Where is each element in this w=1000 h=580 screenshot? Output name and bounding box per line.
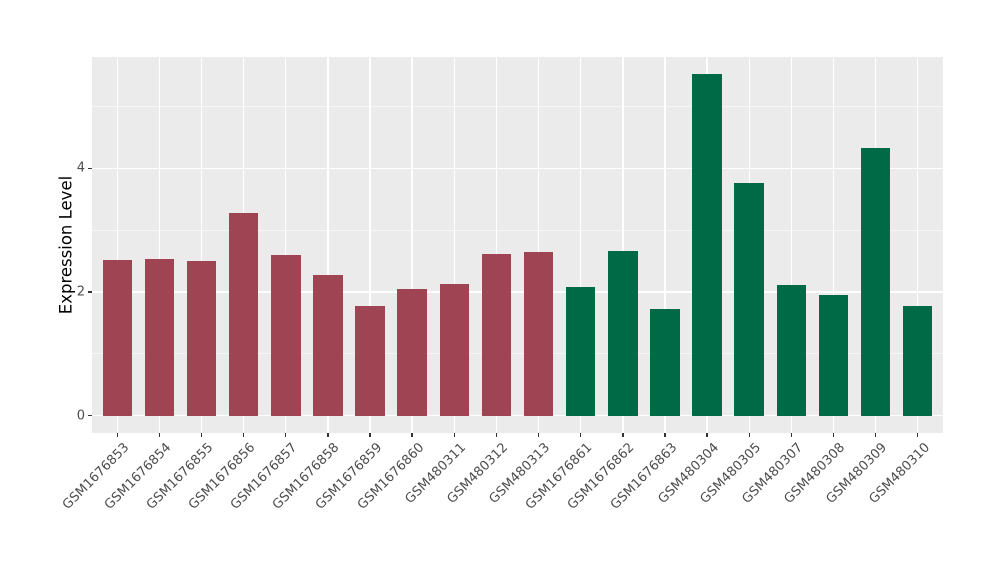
x-tick-mark	[242, 433, 245, 437]
y-tick-label: 4	[76, 160, 85, 176]
x-tick-mark	[622, 433, 624, 437]
gridline-minor	[92, 353, 943, 355]
bar-GSM480311	[439, 283, 470, 416]
x-tick-mark	[706, 433, 708, 437]
x-tick-mark	[917, 433, 919, 437]
bar-GSM480305	[734, 183, 764, 416]
bar-GSM1676862	[608, 251, 638, 416]
gridline-vertical	[327, 57, 329, 433]
gridline-major	[92, 167, 943, 169]
bar-GSM1676853	[102, 259, 133, 416]
gridline-vertical	[537, 57, 540, 433]
x-tick-mark	[285, 433, 287, 437]
gridline-vertical	[579, 57, 582, 433]
gridline-vertical	[411, 57, 413, 433]
y-tick-mark	[88, 291, 92, 293]
gridline-vertical	[495, 57, 498, 433]
gridline-vertical	[790, 57, 793, 433]
bar-GSM480304	[692, 74, 722, 416]
bar-GSM1676859	[355, 306, 385, 416]
gridline-minor	[92, 229, 943, 231]
gridline-major	[92, 414, 943, 417]
x-tick-mark	[537, 433, 540, 437]
x-tick-mark	[369, 433, 371, 437]
x-tick-mark	[664, 433, 666, 437]
bar-GSM1676861	[565, 287, 596, 416]
y-tick-label: 0	[76, 408, 85, 424]
bar-GSM1676858	[313, 275, 343, 416]
plot-panel	[92, 57, 943, 433]
gridline-vertical	[622, 57, 624, 433]
x-tick-mark	[158, 433, 161, 437]
bar-GSM1676854	[144, 259, 175, 416]
bar-GSM1676860	[397, 288, 427, 416]
bar-GSM1676855	[186, 261, 217, 416]
gridline-vertical	[369, 57, 371, 433]
bar-GSM480312	[481, 253, 512, 416]
x-tick-mark	[874, 433, 877, 437]
gridline-vertical	[158, 57, 161, 433]
x-tick-mark	[411, 433, 413, 437]
bar-GSM480309	[860, 147, 891, 416]
gridline-vertical	[917, 57, 919, 433]
x-tick-mark	[832, 433, 835, 437]
gridline-major	[92, 291, 943, 293]
bar-GSM480308	[818, 295, 849, 416]
x-tick-mark	[453, 433, 455, 437]
x-tick-mark	[579, 433, 582, 437]
gridline-vertical	[664, 57, 666, 433]
bar-GSM480310	[902, 305, 933, 416]
gridline-vertical	[200, 57, 203, 433]
x-tick-mark	[790, 433, 793, 437]
gridline-vertical	[453, 57, 455, 433]
gridline-minor	[92, 105, 943, 107]
y-tick-mark	[88, 167, 92, 169]
gridline-vertical	[116, 57, 118, 433]
bar-GSM480313	[523, 252, 554, 416]
x-tick-mark	[116, 433, 118, 437]
y-tick-label: 2	[76, 284, 85, 300]
x-tick-mark	[495, 433, 498, 437]
x-tick-mark	[200, 433, 203, 437]
gridline-vertical	[285, 57, 287, 433]
bar-GSM1676856	[228, 213, 259, 416]
bar-GSM1676863	[650, 308, 680, 416]
x-tick-mark	[327, 433, 329, 437]
gridline-vertical	[832, 57, 835, 433]
x-tick-mark	[748, 433, 750, 437]
y-tick-mark	[88, 414, 92, 417]
bar-GSM1676857	[271, 254, 301, 416]
bar-GSM480307	[776, 284, 807, 416]
